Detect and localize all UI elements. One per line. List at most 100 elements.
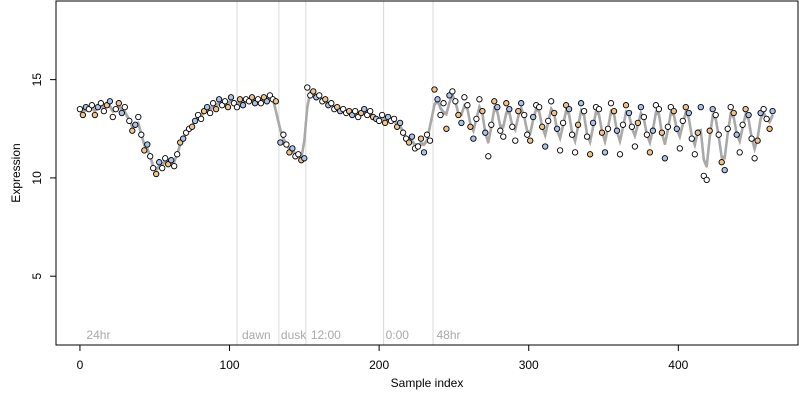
region-label: 48hr (436, 328, 460, 342)
data-point (206, 109, 214, 117)
data-point (156, 159, 163, 166)
data-point (121, 103, 128, 111)
data-point (426, 137, 434, 144)
data-point (494, 103, 501, 111)
data-point (280, 131, 287, 138)
data-point (203, 103, 211, 111)
data-point (697, 103, 704, 111)
data-point (568, 131, 576, 138)
data-point (679, 117, 686, 125)
data-point (461, 94, 468, 101)
data-point (548, 98, 555, 105)
region-label: 24hr (86, 328, 110, 342)
data-point (760, 105, 767, 113)
data-point (646, 149, 654, 156)
data-point (408, 133, 416, 140)
data-point (328, 100, 335, 107)
data-point (135, 113, 142, 121)
y-axis-label: Expression (9, 143, 23, 202)
data-point (399, 129, 407, 136)
data-point (464, 102, 471, 109)
data-point (503, 100, 510, 107)
data-point (634, 119, 642, 127)
data-point (512, 137, 519, 144)
data-point (458, 119, 465, 127)
region-labels: 24hr dawn dusk 12:00 0:00 48hr (86, 328, 460, 342)
data-point (449, 88, 456, 95)
data-point (706, 127, 713, 134)
data-point (655, 105, 663, 113)
data-point (739, 121, 746, 128)
data-point (375, 117, 383, 125)
data-point (174, 151, 181, 158)
data-point (613, 127, 621, 134)
data-point (497, 127, 504, 134)
data-point (574, 121, 582, 128)
region-boundaries (236, 1, 434, 345)
x-tick-label: 400 (668, 358, 688, 372)
data-point (437, 111, 444, 119)
data-point (670, 107, 677, 115)
data-point (580, 107, 588, 115)
data-point (545, 117, 552, 125)
data-point (455, 111, 462, 119)
data-point (79, 111, 87, 119)
data-point (658, 129, 666, 136)
data-point (766, 125, 773, 132)
data-point (277, 139, 284, 146)
data-point (479, 107, 486, 115)
data-point (129, 127, 136, 134)
data-point (691, 151, 698, 158)
data-point (539, 123, 546, 130)
data-point (257, 100, 265, 107)
data-point (676, 145, 683, 152)
data-point (685, 109, 692, 117)
data-point (527, 137, 534, 144)
data-point (423, 131, 431, 138)
data-point (601, 149, 609, 156)
x-tick-label: 300 (519, 358, 539, 372)
data-point (233, 103, 241, 111)
data-point (295, 151, 302, 158)
data-point (583, 133, 591, 140)
data-point (115, 100, 122, 107)
data-point (748, 135, 755, 142)
plot-frame (55, 0, 799, 346)
x-tick-label: 200 (369, 358, 389, 372)
data-point (598, 129, 606, 136)
data-point (304, 84, 311, 91)
data-point (310, 88, 317, 95)
data-point (712, 111, 719, 119)
data-point (301, 155, 308, 162)
data-point (506, 105, 513, 113)
data-point (643, 131, 651, 138)
data-point (625, 109, 633, 117)
data-point (367, 107, 374, 115)
data-point (721, 166, 728, 174)
data-point (283, 141, 290, 148)
x-tick-label: 0 (77, 358, 84, 372)
data-point (485, 153, 492, 160)
data-point (530, 113, 537, 121)
data-point (571, 149, 579, 156)
data-point (727, 103, 734, 111)
data-point (589, 119, 597, 127)
data-point (272, 98, 280, 105)
data-point (769, 107, 776, 115)
data-point (91, 111, 99, 119)
data-point (559, 119, 567, 127)
y-axis: 5 10 15 (30, 73, 56, 280)
data-point (736, 149, 743, 156)
data-point (97, 100, 105, 107)
data-point (694, 129, 701, 136)
data-point (153, 170, 160, 178)
data-point (730, 109, 737, 117)
data-point (263, 98, 271, 105)
data-point (227, 94, 235, 101)
data-point (390, 115, 398, 123)
data-point (524, 131, 531, 138)
data-point (352, 107, 359, 115)
data-point (188, 123, 196, 130)
data-point (619, 121, 627, 128)
x-axis: 0 100 200 300 400 (77, 345, 689, 372)
